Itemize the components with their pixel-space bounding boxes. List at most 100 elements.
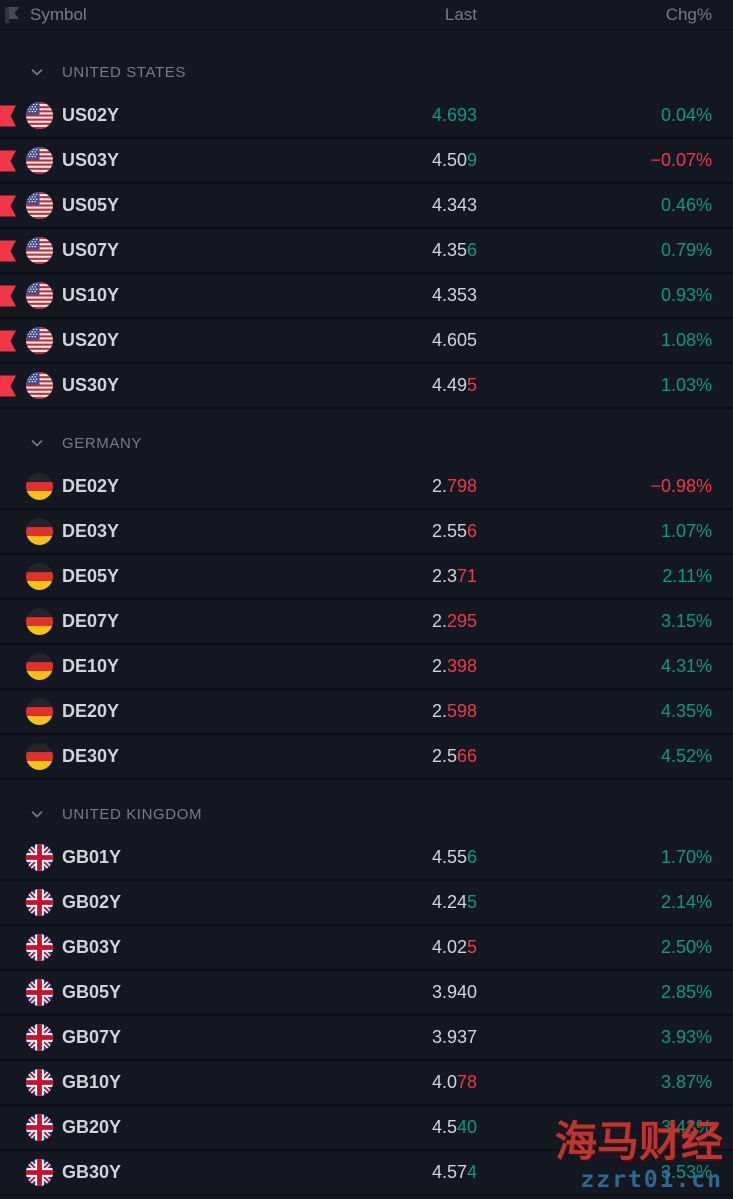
red-flag-marker-icon[interactable] <box>0 285 17 306</box>
last-price: 3.940 <box>431 982 477 1002</box>
column-header-last[interactable]: Last <box>444 4 477 24</box>
last-price: 2.398 <box>431 656 477 676</box>
change-percent: 3.87% <box>660 1072 712 1092</box>
group-header-germany[interactable]: GERMANY <box>0 421 733 465</box>
flag-column-icon[interactable] <box>5 6 27 24</box>
symbol-label: DE30Y <box>62 746 120 766</box>
gb-flag-icon <box>26 934 53 961</box>
watchlist-row-GB01Y[interactable]: GB01Y 4.556 1.70% <box>0 836 733 881</box>
last-price: 4.245 <box>431 892 477 912</box>
change-percent: 2.85% <box>660 982 712 1002</box>
watchlist-row-DE05Y[interactable]: DE05Y 2.371 2.11% <box>0 555 733 600</box>
watchlist-row-US07Y[interactable]: US07Y 4.356 0.79% <box>0 229 733 274</box>
change-percent: 2.11% <box>662 566 712 586</box>
change-percent: 3.93% <box>660 1027 712 1047</box>
symbol-label: DE20Y <box>62 701 120 721</box>
watchlist-row-GB10Y[interactable]: GB10Y 4.078 3.87% <box>0 1061 733 1106</box>
de-flag-icon <box>26 608 53 635</box>
watchlist-row-US03Y[interactable]: US03Y 4.509 −0.07% <box>0 139 733 184</box>
change-percent: 0.04% <box>660 105 712 125</box>
last-price: 4.540 <box>431 1117 477 1137</box>
red-flag-marker-icon[interactable] <box>0 150 17 171</box>
change-percent: 3.15% <box>660 611 712 631</box>
symbol-label: DE10Y <box>62 656 120 676</box>
last-price: 4.495 <box>431 375 477 395</box>
last-price: 2.598 <box>431 701 477 721</box>
symbol-label: DE02Y <box>62 476 120 496</box>
symbol-label: GB02Y <box>62 892 122 912</box>
symbol-label: US02Y <box>62 105 120 125</box>
group-label: UNITED KINGDOM <box>62 805 203 823</box>
watchlist-row-US05Y[interactable]: US05Y 4.343 0.46% <box>0 184 733 229</box>
column-header-chg[interactable]: Chg% <box>665 4 712 24</box>
group-header-united-kingdom[interactable]: UNITED KINGDOM <box>0 792 733 836</box>
red-flag-marker-icon[interactable] <box>0 195 17 216</box>
gb-flag-icon <box>26 844 53 871</box>
watchlist-row-DE30Y[interactable]: DE30Y 2.566 4.52% <box>0 735 733 780</box>
last-price: 2.798 <box>431 476 477 496</box>
symbol-label: US10Y <box>62 285 120 305</box>
watchlist-row-US20Y[interactable]: US20Y 4.605 1.08% <box>0 319 733 364</box>
watchlist-row-US10Y[interactable]: US10Y 4.353 0.93% <box>0 274 733 319</box>
group-header-united-states[interactable]: UNITED STATES <box>0 50 733 94</box>
de-flag-icon <box>26 653 53 680</box>
change-percent: 1.70% <box>660 847 712 867</box>
change-percent: 1.03% <box>660 375 712 395</box>
symbol-label: DE07Y <box>62 611 120 631</box>
watchlist-row-DE07Y[interactable]: DE07Y 2.295 3.15% <box>0 600 733 645</box>
last-price: 2.295 <box>431 611 477 631</box>
gb-flag-icon <box>26 979 53 1006</box>
watchlist-row-GB20Y[interactable]: GB20Y 4.540 3.43% <box>0 1106 733 1151</box>
symbol-label: GB20Y <box>62 1117 122 1137</box>
watchlist-row-US30Y[interactable]: US30Y 4.495 1.03% <box>0 364 733 409</box>
watchlist-row-GB03Y[interactable]: GB03Y 4.025 2.50% <box>0 926 733 971</box>
change-percent: −0.07% <box>650 150 712 170</box>
last-price: 4.509 <box>431 150 477 170</box>
symbol-label: US20Y <box>62 330 120 350</box>
last-price: 4.556 <box>431 847 477 867</box>
red-flag-marker-icon[interactable] <box>0 330 17 351</box>
symbol-label: US07Y <box>62 240 120 260</box>
group-label: GERMANY <box>62 434 143 452</box>
last-price: 2.566 <box>431 746 477 766</box>
watchlist-row-DE20Y[interactable]: DE20Y 2.598 4.35% <box>0 690 733 735</box>
symbol-label: GB05Y <box>62 982 122 1002</box>
watchlist-row-GB07Y[interactable]: GB07Y 3.937 3.93% <box>0 1016 733 1061</box>
de-flag-icon <box>26 563 53 590</box>
watchlist-row-GB30Y[interactable]: GB30Y 4.574 3.53% <box>0 1151 733 1196</box>
gb-flag-icon <box>26 1159 53 1186</box>
watchlist-row-DE03Y[interactable]: DE03Y 2.556 1.07% <box>0 510 733 555</box>
watchlist-row-DE02Y[interactable]: DE02Y 2.798 −0.98% <box>0 465 733 510</box>
us-flag-icon <box>26 102 53 129</box>
symbol-label: GB01Y <box>62 847 122 867</box>
watchlist-row-GB02Y[interactable]: GB02Y 4.245 2.14% <box>0 881 733 926</box>
change-percent: 0.46% <box>660 195 712 215</box>
symbol-label: GB07Y <box>62 1027 122 1047</box>
chevron-down-icon <box>30 807 44 821</box>
us-flag-icon <box>26 192 53 219</box>
watchlist-row-DE10Y[interactable]: DE10Y 2.398 4.31% <box>0 645 733 690</box>
symbol-label: US03Y <box>62 150 120 170</box>
last-price: 4.025 <box>431 937 477 957</box>
de-flag-icon <box>26 473 53 500</box>
change-percent: 0.93% <box>660 285 712 305</box>
column-header-symbol[interactable]: Symbol <box>30 4 87 24</box>
last-price: 4.353 <box>431 285 477 305</box>
red-flag-marker-icon[interactable] <box>0 105 17 126</box>
us-flag-icon <box>26 372 53 399</box>
change-percent: 4.35% <box>660 701 712 721</box>
last-price: 4.574 <box>431 1162 477 1182</box>
last-price: 2.371 <box>431 566 477 586</box>
last-price: 4.356 <box>431 240 477 260</box>
symbol-label: DE03Y <box>62 521 120 541</box>
watchlist-row-US02Y[interactable]: US02Y 4.693 0.04% <box>0 94 733 139</box>
us-flag-icon <box>26 327 53 354</box>
symbol-label: US05Y <box>62 195 120 215</box>
red-flag-marker-icon[interactable] <box>0 375 17 396</box>
symbol-label: GB30Y <box>62 1162 122 1182</box>
change-percent: −0.98% <box>650 476 712 496</box>
red-flag-marker-icon[interactable] <box>0 240 17 261</box>
change-percent: 2.14% <box>660 892 712 912</box>
change-percent: 0.79% <box>660 240 712 260</box>
watchlist-row-GB05Y[interactable]: GB05Y 3.940 2.85% <box>0 971 733 1016</box>
